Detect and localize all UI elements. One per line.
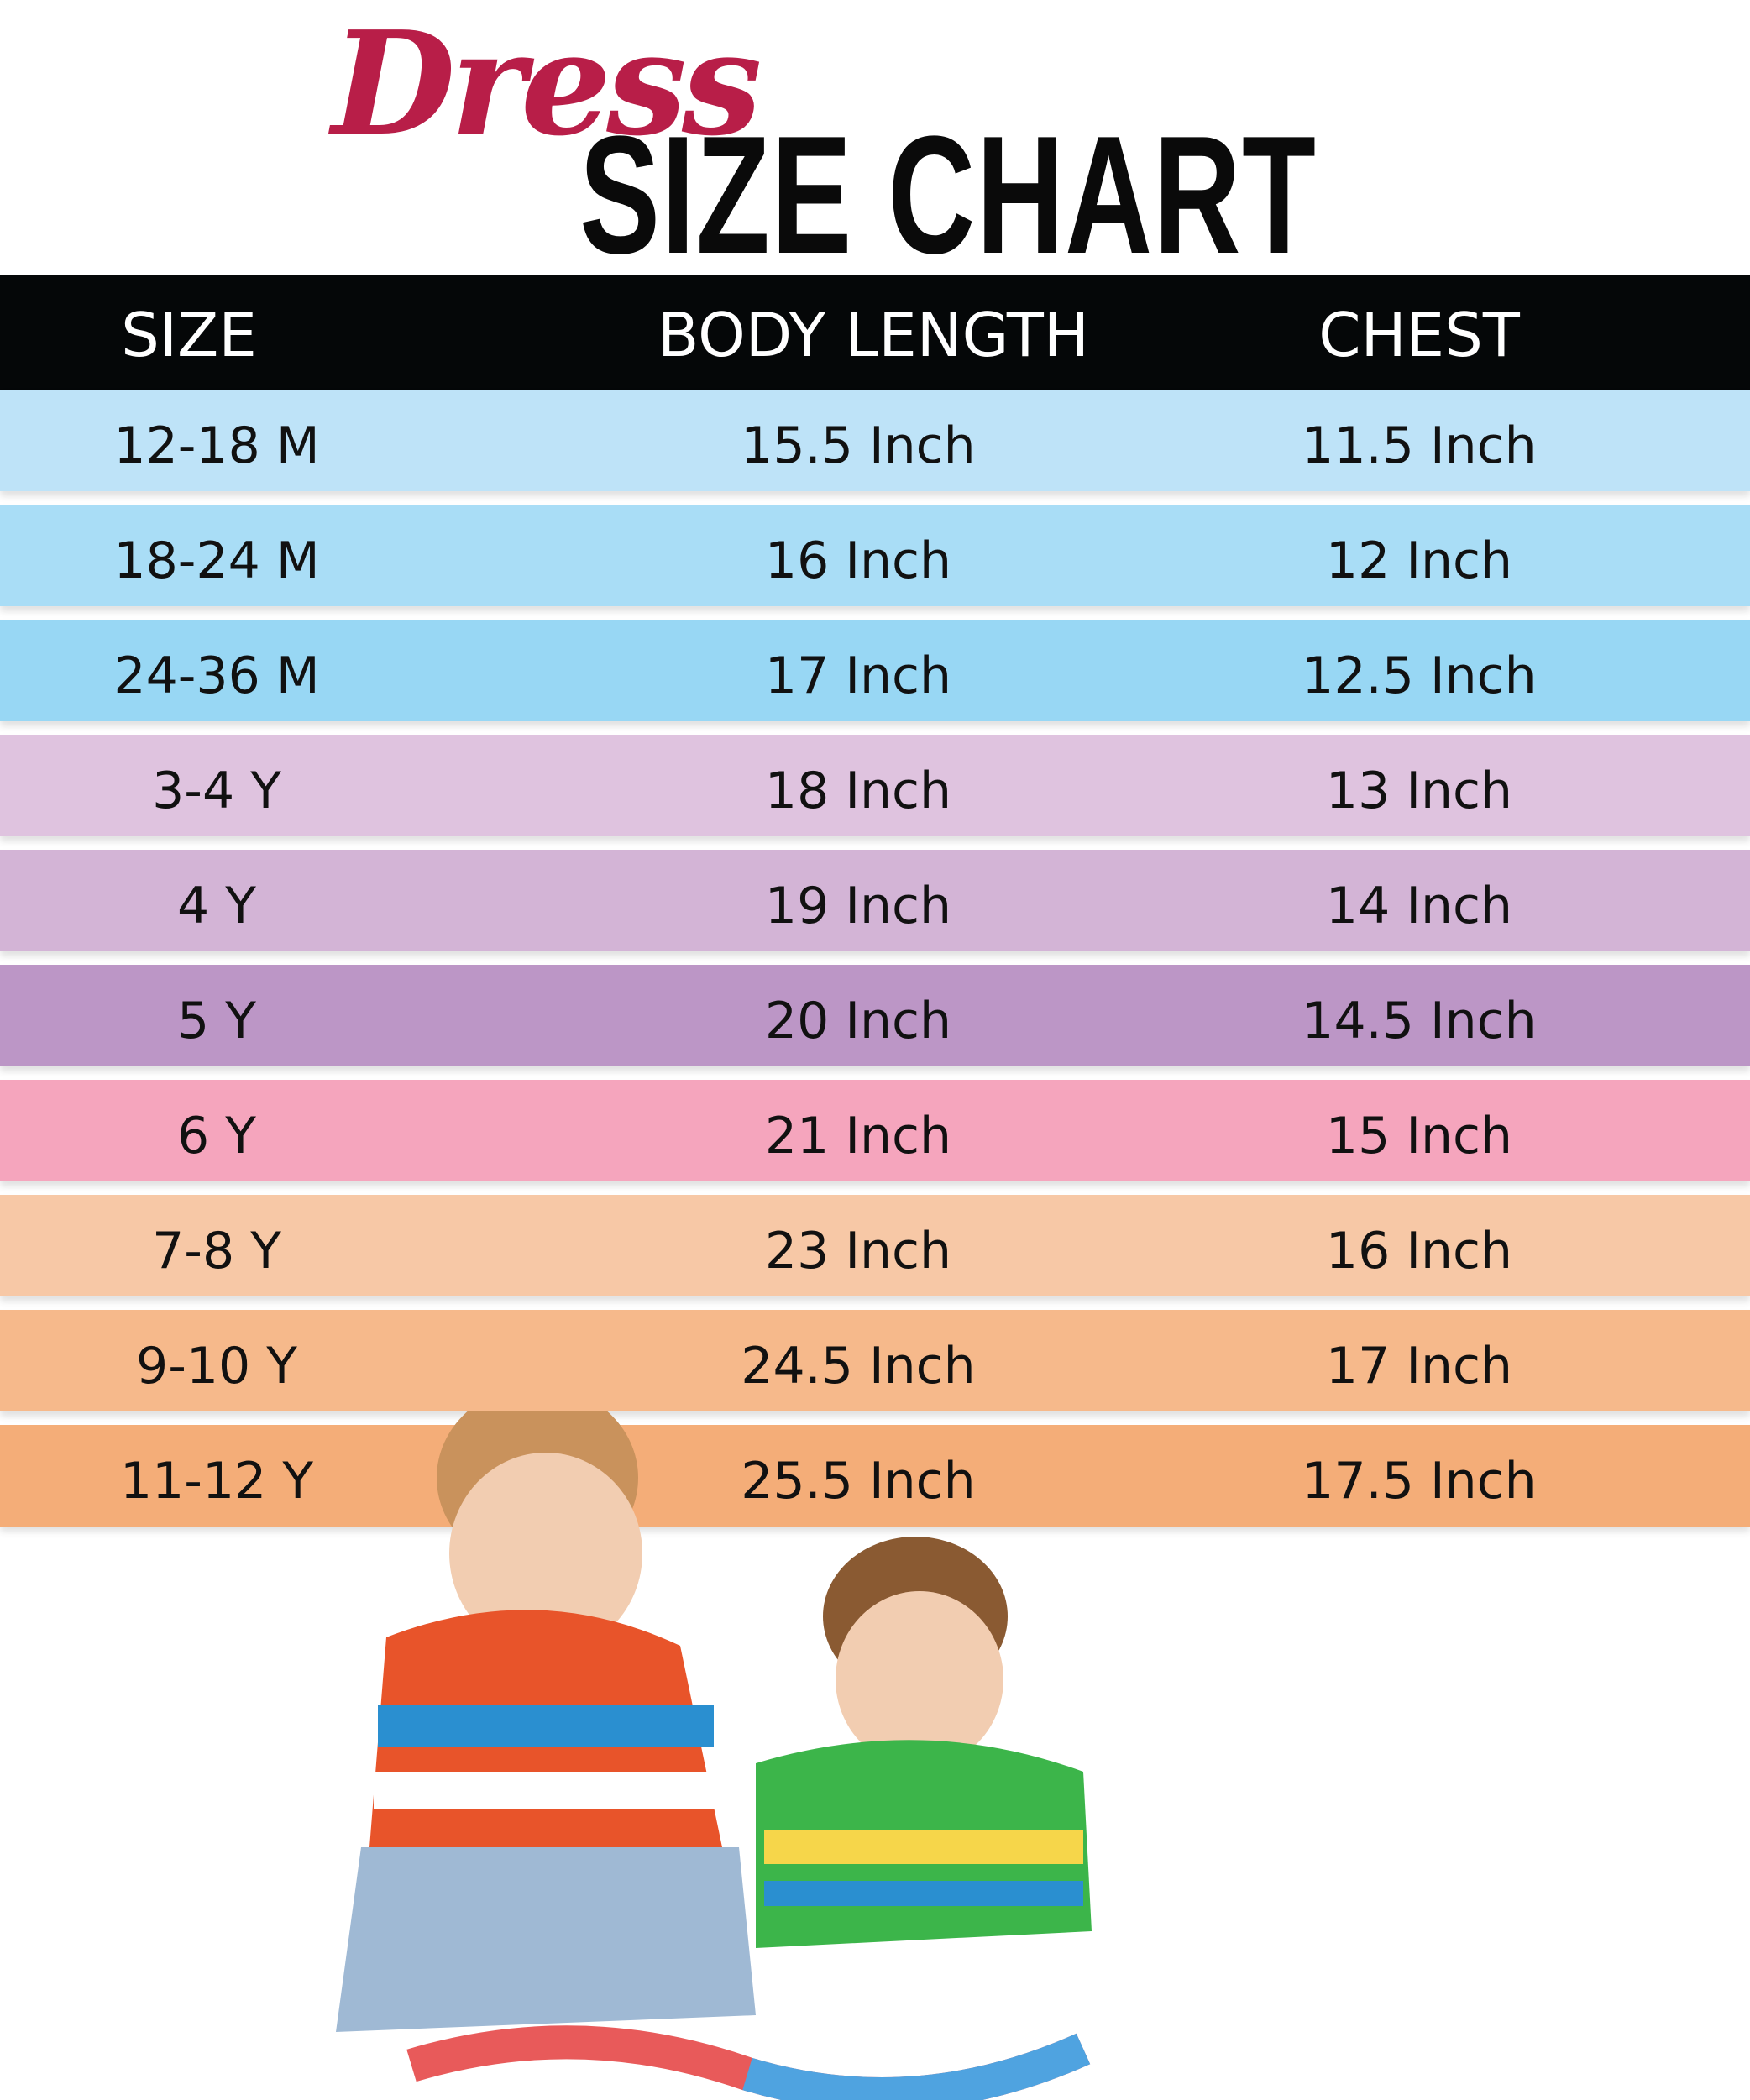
chest-cell: 13 Inch (1325, 762, 1513, 820)
size-cell: 12-18 M (113, 416, 320, 475)
body-length-cell: 16 Inch (764, 532, 952, 590)
header-size: SIZE (121, 300, 257, 370)
table-row: 11-12 Y 25.5 Inch 17.5 Inch (0, 1425, 1750, 1527)
size-cell: 7-8 Y (152, 1222, 281, 1280)
size-cell: 3-4 Y (152, 762, 281, 820)
table-row: 3-4 Y 18 Inch 13 Inch (0, 735, 1750, 836)
body-length-cell: 19 Inch (764, 877, 952, 935)
body-length-cell: 15.5 Inch (741, 416, 976, 475)
table-row: 6 Y 21 Inch 15 Inch (0, 1080, 1750, 1181)
table-row: 9-10 Y 24.5 Inch 17 Inch (0, 1310, 1750, 1411)
table-row: 24-36 M 17 Inch 12.5 Inch (0, 620, 1750, 721)
body-length-cell: 21 Inch (764, 1107, 952, 1165)
chest-cell: 17 Inch (1325, 1337, 1513, 1396)
table-row: 5 Y 20 Inch 14.5 Inch (0, 965, 1750, 1066)
size-cell: 5 Y (177, 992, 256, 1050)
table-row: 18-24 M 16 Inch 12 Inch (0, 505, 1750, 606)
size-cell: 11-12 Y (119, 1452, 314, 1511)
page-title: SIZE CHART (579, 102, 1318, 289)
chest-cell: 11.5 Inch (1302, 416, 1537, 475)
body-length-cell: 23 Inch (764, 1222, 952, 1280)
size-cell: 18-24 M (113, 532, 320, 590)
chest-cell: 14.5 Inch (1302, 992, 1537, 1050)
chest-cell: 12.5 Inch (1302, 647, 1537, 705)
chest-cell: 17.5 Inch (1302, 1452, 1537, 1511)
table-row: 7-8 Y 23 Inch 16 Inch (0, 1195, 1750, 1296)
size-cell: 6 Y (177, 1107, 256, 1165)
chest-cell: 15 Inch (1325, 1107, 1513, 1165)
body-length-cell: 20 Inch (764, 992, 952, 1050)
size-cell: 9-10 Y (136, 1337, 297, 1396)
chest-cell: 16 Inch (1325, 1222, 1513, 1280)
body-length-cell: 24.5 Inch (741, 1337, 976, 1396)
header-body-length: BODY LENGTH (658, 300, 1089, 370)
title-script-word: Dress (332, 0, 762, 168)
chest-cell: 14 Inch (1325, 877, 1513, 935)
body-length-cell: 18 Inch (764, 762, 952, 820)
table-header: SIZE BODY LENGTH CHEST (0, 275, 1750, 390)
table-row: 12-18 M 15.5 Inch 11.5 Inch (0, 390, 1750, 491)
children-playing-image (336, 1411, 1092, 2100)
body-length-cell: 25.5 Inch (741, 1452, 976, 1511)
body-length-cell: 17 Inch (764, 647, 952, 705)
table-row: 4 Y 19 Inch 14 Inch (0, 850, 1750, 951)
header-chest: CHEST (1318, 300, 1520, 370)
chest-cell: 12 Inch (1325, 532, 1513, 590)
size-cell: 24-36 M (113, 647, 320, 705)
size-cell: 4 Y (177, 877, 256, 935)
